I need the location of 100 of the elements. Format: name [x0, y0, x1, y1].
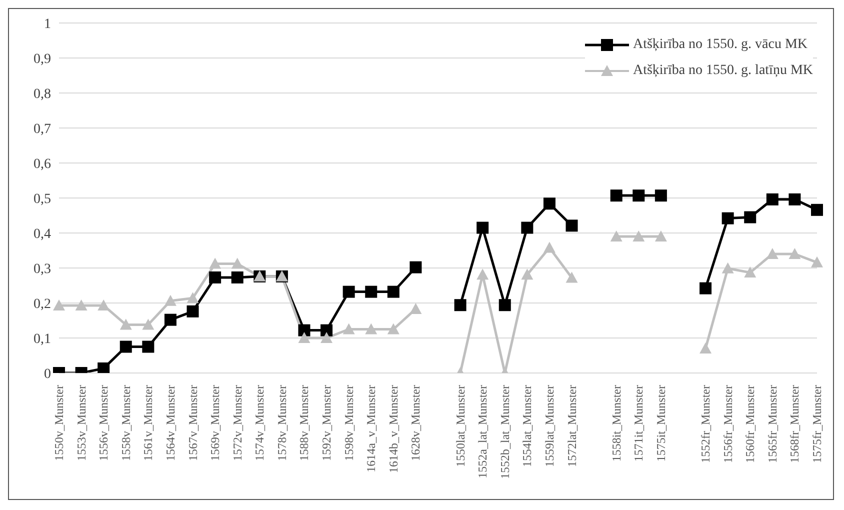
point: [744, 211, 756, 224]
point: [142, 318, 154, 330]
point: [365, 323, 378, 334]
x-tick-label: 1569v_Munster: [208, 385, 222, 461]
x-tick-label: 1572v_Munster: [230, 385, 244, 461]
point: [342, 286, 355, 298]
point: [298, 332, 310, 343]
x-tick-label: 1558it_Munster: [609, 385, 624, 462]
x-tick-label: 1564v_Munster: [163, 385, 178, 461]
point: [209, 258, 222, 269]
x-tick-label: 1578v_Munster: [274, 385, 289, 461]
point: [53, 299, 65, 310]
x-tick-label: 1572lat_Munster: [564, 385, 579, 467]
point: [654, 190, 667, 202]
point: [320, 332, 333, 343]
y-tick-label: 0,7: [34, 122, 51, 137]
x-tick-label: 1565fr_Munster: [765, 385, 780, 463]
point: [454, 299, 466, 312]
x-tick-label: 1614b_v_Munster: [386, 385, 400, 473]
point: [231, 271, 244, 284]
point: [298, 324, 310, 336]
y-tick-label: 0,5: [34, 192, 51, 207]
point: [387, 323, 400, 334]
x-tick-label: 1574v_Munster: [252, 385, 267, 461]
y-tick-label: 0,8: [34, 86, 51, 102]
x-tick-label: 1560fr_Munster: [743, 385, 758, 463]
point: [788, 193, 801, 206]
x-tick-label: 1571it_Munster: [632, 385, 646, 462]
y-tick-label: 0,1: [34, 332, 51, 347]
point: [722, 212, 734, 224]
point: [811, 204, 823, 216]
point: [120, 340, 132, 353]
point: [410, 261, 422, 274]
x-tick-label: 1561v_Munster: [141, 385, 156, 461]
x-tick-label: 1559lat_Munster: [542, 385, 556, 467]
point: [811, 256, 823, 268]
x-tick-label: 1592v_Munster: [320, 385, 334, 461]
point: [722, 262, 734, 274]
point: [209, 271, 222, 284]
x-tick-label: 1598v_Munster: [342, 385, 356, 461]
point: [766, 193, 778, 206]
point: [543, 242, 556, 253]
x-tick-label: 1554lat_Munster: [520, 385, 534, 467]
y-tick-label: 0,3: [34, 262, 51, 277]
point: [410, 302, 422, 314]
point: [75, 299, 88, 310]
x-tick-label: 1556v_Munster: [96, 385, 111, 461]
legend-label: Atšķirība no 1550. g. vācu MK: [632, 37, 808, 53]
y-tick-label: 1: [44, 16, 51, 32]
legend-label: Atšķirība no 1550. g. latīņu MK: [632, 63, 813, 79]
point: [700, 282, 712, 294]
y-tick-label: 0,4: [34, 226, 51, 242]
x-tick-label: 1575it_Munster: [654, 385, 668, 462]
y-tick-label: 0,2: [34, 296, 51, 312]
x-tick-label: 1553v_Munster: [74, 385, 88, 461]
point: [610, 190, 622, 202]
point: [566, 272, 578, 283]
point: [632, 230, 645, 242]
x-tick-label: 1552b_lat_Munster: [498, 385, 512, 479]
point: [610, 230, 622, 242]
x-tick-label: 1568fr_Munster: [788, 385, 802, 463]
x-tick-label: 1550lat_Munster: [453, 385, 468, 467]
point: [654, 230, 667, 242]
x-tick-label: 1550v_Munster: [52, 385, 66, 461]
point: [476, 222, 489, 234]
point: [632, 190, 645, 202]
point: [387, 286, 400, 298]
point: [521, 268, 534, 280]
x-tick-label: 1575fr_Munster: [810, 385, 824, 463]
point: [120, 318, 132, 330]
point: [476, 268, 489, 280]
x-tick-label: 1567v_Munster: [186, 385, 200, 461]
point: [164, 314, 176, 326]
x-tick-label: 1552a_lat_Munster: [476, 385, 490, 478]
point: [98, 362, 110, 373]
point: [744, 266, 756, 278]
y-tick-label: 0,9: [34, 52, 51, 67]
point: [566, 220, 578, 232]
y-tick-label: 0,6: [34, 156, 51, 172]
point: [365, 286, 378, 298]
point: [543, 198, 556, 210]
point: [342, 323, 355, 334]
point: [142, 340, 154, 353]
point: [700, 342, 712, 354]
point: [521, 222, 534, 234]
point: [164, 294, 176, 306]
point: [788, 248, 801, 259]
x-tick-label: 1556fr_Munster: [720, 385, 735, 463]
point: [498, 299, 511, 312]
x-tick-label: 1614a_v_Munster: [364, 385, 378, 472]
x-tick-label: 1628v_Munster: [408, 385, 423, 461]
point: [320, 324, 333, 336]
y-tick-label: 0: [44, 366, 51, 382]
x-tick-label: 1588v_Munster: [297, 385, 312, 461]
point: [231, 258, 244, 269]
point: [186, 305, 199, 318]
x-tick-label: 1558v_Munster: [118, 385, 133, 461]
x-tick-label: 1552fr_Munster: [698, 385, 713, 463]
point: [186, 292, 199, 304]
point: [98, 299, 110, 310]
